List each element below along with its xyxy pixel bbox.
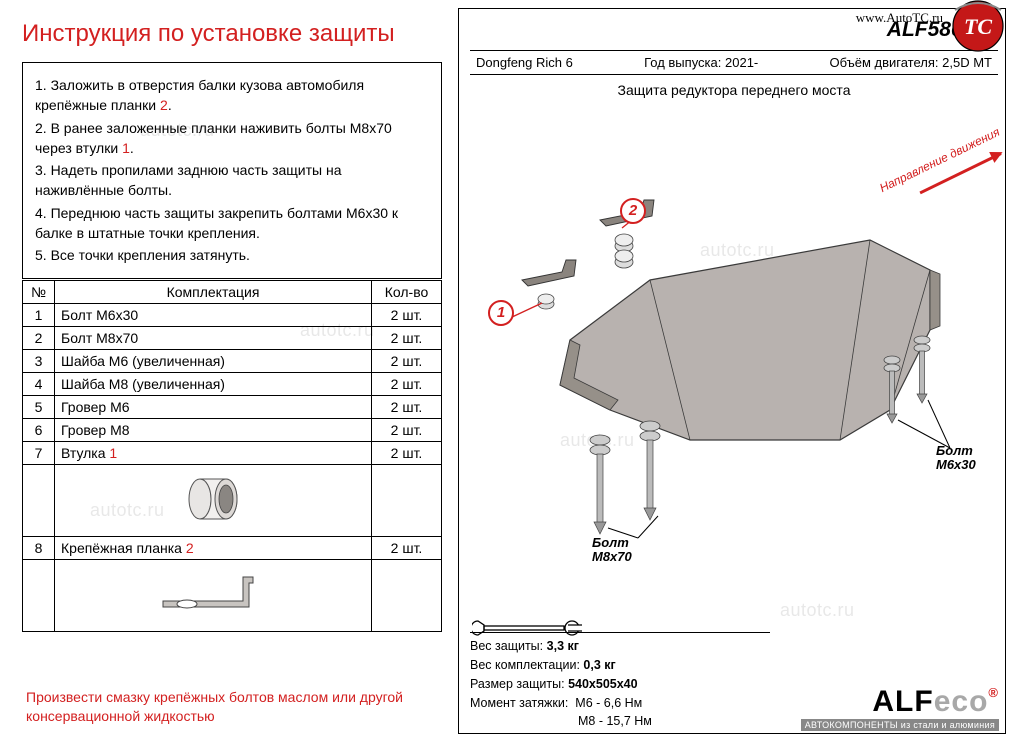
spec-kit-weight: Вес комплектации: 0,3 кг [470, 656, 770, 675]
instructions-box: 1. Заложить в отверстия балки кузова авт… [22, 62, 442, 279]
page-title: Инструкция по установке защиты [22, 20, 395, 48]
year-info: Год выпуска: 2021- [644, 55, 758, 70]
instruction-step: 2. В ранее заложенные планки наживить бо… [35, 118, 429, 159]
spec-torque-2: М8 - 15,7 Нм [470, 712, 770, 731]
warning-text: Произвести смазку крепёжных болтов масло… [26, 688, 436, 726]
svg-text:TC: TC [964, 14, 992, 39]
table-row-bushing-image [23, 465, 442, 537]
instruction-step: 4. Переднюю часть защиты закрепить болта… [35, 203, 429, 244]
bushing-icon [178, 473, 248, 525]
bolt-label-m6: БолтМ6х30 [936, 444, 976, 473]
brand-logo: ALFeco® АВТОКОМПОНЕНТЫ из стали и алюмин… [801, 685, 999, 731]
table-row: 3Шайба М6 (увеличенная)2 шт. [23, 350, 442, 373]
watermark-url: www.AutoTC.ru [856, 10, 943, 26]
bolt-label-m8: БолтМ8х70 [592, 536, 632, 565]
table-row-bracket: 8 Крепёжная планка 2 2 шт. [23, 537, 442, 560]
product-name: Защита редуктора переднего моста [470, 82, 998, 98]
logo-text: ALFeco® [801, 685, 999, 719]
callout-2: 2 [620, 198, 646, 224]
col-name: Комплектация [55, 281, 372, 304]
spec-size: Размер защиты: 540х505х40 [470, 675, 770, 694]
instruction-step: 3. Надеть пропилами заднюю часть защиты … [35, 160, 429, 201]
vehicle-header-row: Dongfeng Rich 6 Год выпуска: 2021- Объём… [470, 50, 998, 75]
callout-1: 1 [488, 300, 514, 326]
col-qty: Кол-во [372, 281, 442, 304]
exploded-diagram [470, 160, 994, 560]
parts-table: № Комплектация Кол-во 1Болт М6х302 шт. 2… [22, 280, 442, 632]
instruction-step: 1. Заложить в отверстия балки кузова авт… [35, 75, 429, 116]
engine-info: Объём двигателя: 2,5D MT [830, 55, 993, 70]
table-header-row: № Комплектация Кол-во [23, 281, 442, 304]
table-row: 5Гровер М62 шт. [23, 396, 442, 419]
table-row: 4Шайба М8 (увеличенная)2 шт. [23, 373, 442, 396]
bracket-icon [153, 569, 273, 619]
col-num: № [23, 281, 55, 304]
spec-weight: Вес защиты: 3,3 кг [470, 637, 770, 656]
specs-box: Вес защиты: 3,3 кг Вес комплектации: 0,3… [470, 632, 770, 731]
table-row: 2Болт М8х702 шт. [23, 327, 442, 350]
vehicle-name: Dongfeng Rich 6 [476, 55, 573, 70]
instruction-step: 5. Все точки крепления затянуть. [35, 245, 429, 265]
table-row: 6Гровер М82 шт. [23, 419, 442, 442]
logo-subtitle: АВТОКОМПОНЕНТЫ из стали и алюминия [801, 719, 999, 731]
table-row-bracket-image [23, 560, 442, 632]
spec-torque-1: Момент затяжки: М6 - 6,6 Нм [470, 694, 770, 713]
watermark-logo: TC [945, 0, 1011, 56]
table-row: 1Болт М6х302 шт. [23, 304, 442, 327]
table-row-bushing: 7 Втулка 1 2 шт. [23, 442, 442, 465]
